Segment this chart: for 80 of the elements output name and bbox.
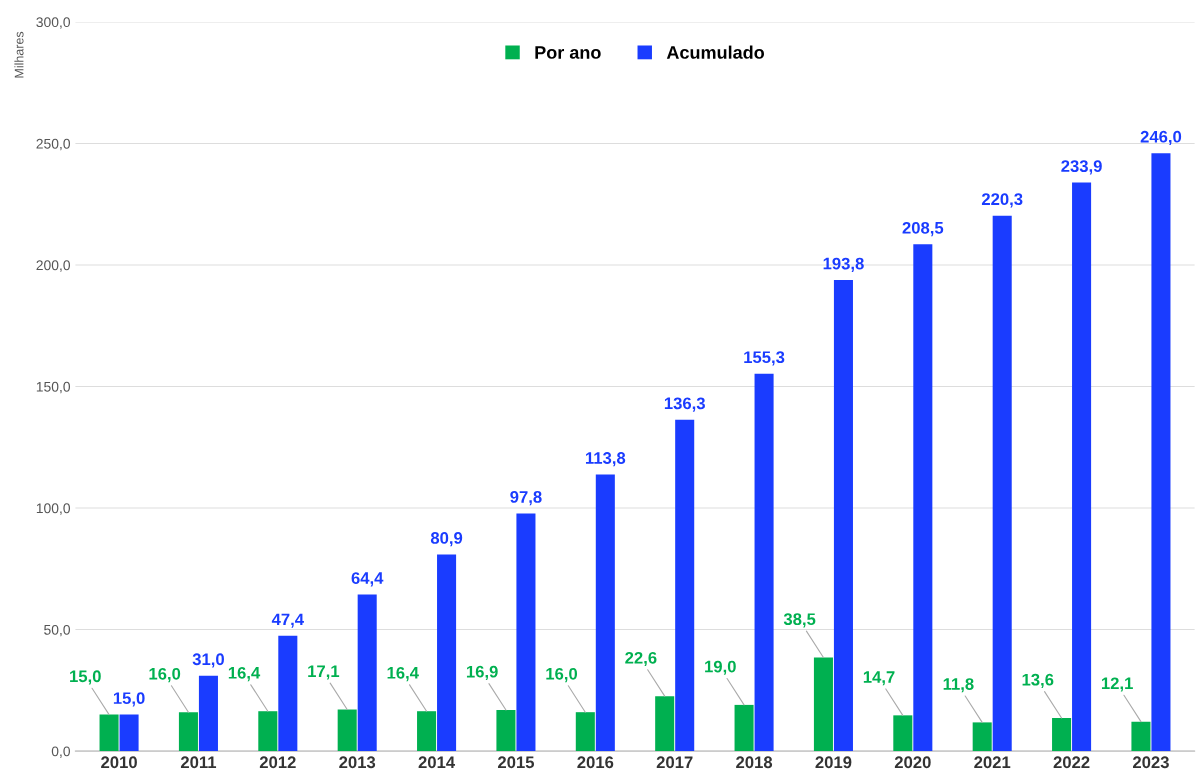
- bar: [972, 722, 992, 752]
- data-label: 233,9: [1061, 160, 1102, 175]
- bar: [119, 714, 139, 752]
- bar: [813, 657, 833, 752]
- legend-label: Acumulado: [666, 45, 765, 59]
- y-tick-label: 100,0: [36, 503, 71, 515]
- x-tick-label: 2011: [180, 756, 217, 769]
- y-tick-label: 200,0: [36, 260, 71, 272]
- bar: [178, 712, 198, 752]
- x-tick-label: 2018: [736, 756, 773, 769]
- legend-label: Por ano: [535, 46, 601, 59]
- x-tick-label: 2015: [497, 756, 535, 769]
- y-tick-label: 250,0: [36, 138, 71, 151]
- bar: [1072, 182, 1092, 752]
- x-tick-label: 2013: [339, 756, 376, 769]
- bar: [992, 215, 1012, 752]
- bar: [833, 280, 853, 752]
- data-label: 16,9: [466, 665, 498, 680]
- y-tick-label: 300,0: [36, 17, 71, 29]
- data-label: 136,3: [664, 397, 705, 412]
- bar: [99, 714, 119, 752]
- data-label: 16,4: [228, 666, 261, 682]
- x-tick-label: 2010: [101, 756, 137, 769]
- bar: [734, 704, 754, 752]
- bar: [1052, 718, 1072, 752]
- data-label: 15,0: [113, 692, 145, 707]
- data-label: 16,0: [149, 667, 181, 683]
- bar: [198, 675, 218, 752]
- x-tick-label: 2020: [894, 756, 931, 769]
- data-label: 220,3: [981, 193, 1023, 208]
- bar: [893, 715, 913, 752]
- data-label: 97,8: [510, 490, 542, 506]
- y-tick-label: 150,0: [36, 381, 71, 394]
- bar: [496, 710, 516, 752]
- x-tick-label: 2022: [1053, 756, 1090, 769]
- y-tick-label: 50,0: [44, 624, 71, 637]
- x-tick-label: 2023: [1132, 756, 1169, 769]
- data-label: 246,0: [1140, 130, 1182, 146]
- y-tick-label: 0,0: [51, 746, 71, 758]
- bar: [357, 594, 377, 752]
- x-tick-label: 2014: [418, 756, 456, 769]
- bar: [258, 711, 278, 752]
- data-label: 14,7: [863, 671, 895, 686]
- data-label: 47,4: [271, 613, 304, 628]
- x-tick-label: 2017: [656, 756, 693, 769]
- x-tick-label: 2019: [815, 756, 852, 769]
- data-label: 17,1: [308, 665, 340, 680]
- bar: [337, 709, 357, 752]
- bar: [516, 513, 536, 752]
- data-label: 64,4: [351, 572, 384, 587]
- bar: [913, 244, 933, 752]
- data-label: 208,5: [902, 221, 944, 237]
- bar: [1131, 721, 1151, 752]
- bar: [437, 554, 457, 752]
- data-label: 16,0: [546, 667, 578, 683]
- data-label: 113,8: [585, 452, 626, 467]
- bar: [417, 711, 437, 752]
- data-label: 15,0: [70, 670, 101, 685]
- data-label: 155,3: [744, 351, 785, 366]
- data-label: 193,8: [823, 257, 864, 272]
- x-tick-label: 2021: [974, 756, 1011, 769]
- x-tick-label: 2016: [577, 756, 614, 769]
- data-label: 22,6: [625, 651, 657, 667]
- bar: [278, 635, 298, 752]
- data-label: 31,0: [192, 653, 224, 668]
- bar: [754, 373, 774, 752]
- data-label: 19,0: [705, 660, 736, 675]
- bar: [655, 696, 675, 752]
- data-label: 13,6: [1022, 673, 1054, 688]
- data-label: 12,1: [1101, 677, 1133, 692]
- data-label: 38,5: [783, 613, 816, 628]
- bar: [595, 474, 615, 752]
- data-label: 80,9: [430, 532, 463, 547]
- data-label: 16,4: [387, 666, 419, 682]
- bar: [575, 712, 595, 752]
- bar: [675, 419, 695, 752]
- bar: [1151, 153, 1171, 752]
- x-tick-label: 2012: [259, 756, 296, 769]
- data-label: 11,8: [943, 678, 974, 693]
- y-axis-title: Milhares: [14, 31, 24, 78]
